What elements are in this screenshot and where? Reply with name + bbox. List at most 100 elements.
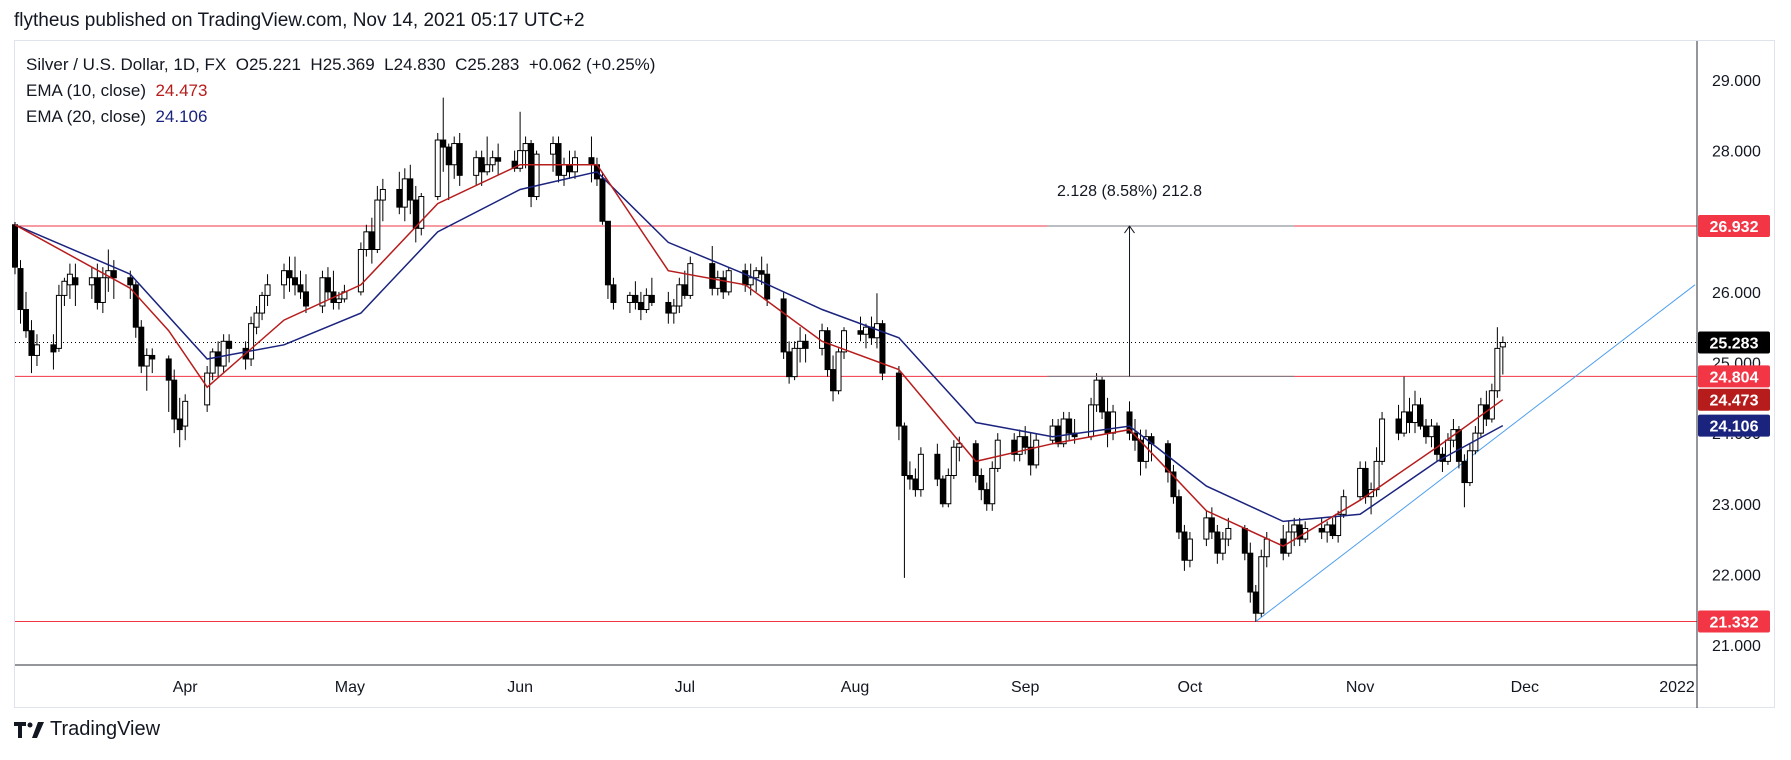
candle-down [709, 263, 716, 289]
candle-up [676, 284, 683, 307]
chart-legend: Silver / U.S. Dollar, 1D, FX O25.221 H25… [26, 52, 655, 130]
price-label-badge [1698, 365, 1770, 388]
candle-up [66, 273, 73, 286]
y-tick-label: 26.000 [1712, 285, 1761, 302]
low-label: L [384, 55, 394, 74]
candle-up [204, 372, 211, 406]
candle-up [1488, 390, 1495, 420]
candle-up [841, 330, 848, 353]
candle-down [983, 489, 990, 505]
ema20-label: EMA (20, close) [26, 107, 146, 126]
candle-up [797, 340, 804, 349]
candle-up [473, 157, 480, 176]
candle-down [758, 270, 765, 275]
candle-down [1208, 517, 1215, 533]
candle-up [335, 298, 342, 303]
candle-down [1318, 527, 1325, 533]
price-label-text: 24.473 [1710, 393, 1759, 410]
candle-down [895, 372, 902, 427]
candle-down [1433, 425, 1440, 455]
candle-down [1022, 436, 1029, 448]
candle-down [1055, 425, 1062, 445]
symbol-label: Silver / U.S. Dollar, 1D, FX [26, 55, 227, 74]
candle-up [1379, 418, 1386, 462]
ohlc-row: Silver / U.S. Dollar, 1D, FX O25.221 H25… [26, 52, 655, 78]
price-label-text: 24.106 [1710, 419, 1759, 436]
candle-up [945, 475, 952, 505]
candle-down [292, 277, 298, 286]
candle-down [906, 475, 913, 480]
candle-up [418, 196, 425, 229]
close-label: C [455, 55, 468, 74]
candle-down [1406, 411, 1413, 424]
candle-up [522, 143, 529, 152]
y-tick-label: 29.000 [1712, 73, 1761, 90]
candle-down [972, 443, 979, 476]
candle-up [61, 280, 68, 296]
candle-down [1329, 524, 1336, 537]
price-label-text: 25.283 [1710, 336, 1759, 353]
candle-down [226, 340, 233, 349]
y-tick-label: 22.000 [1712, 567, 1761, 584]
candle-down [1175, 496, 1182, 533]
price-label-text: 26.932 [1710, 219, 1759, 236]
candle-up [253, 312, 260, 328]
candle-up [55, 294, 62, 349]
candle-down [1099, 379, 1106, 413]
price-label-text: 24.804 [1710, 369, 1759, 386]
candle-up [643, 294, 650, 311]
candle-up [1258, 556, 1265, 614]
candle-up [88, 277, 95, 286]
candle-up [1477, 404, 1484, 434]
candle-up [670, 305, 677, 314]
candle-up [862, 326, 869, 335]
candle-down [215, 351, 222, 367]
candle-down [978, 475, 985, 491]
candle-down [637, 301, 644, 311]
candle-down [1252, 591, 1259, 614]
candle-up [1093, 379, 1100, 406]
ema10-line [14, 163, 1504, 547]
candle-down [632, 294, 639, 303]
price-label-badge [1698, 215, 1770, 238]
tradingview-brand[interactable]: TradingView [14, 718, 160, 741]
candle-down [149, 354, 156, 360]
candle-up [1499, 342, 1506, 348]
candle-down [780, 298, 787, 353]
y-tick-label: 28.000 [1712, 144, 1761, 161]
candle-down [1362, 467, 1369, 498]
candle-up [1225, 527, 1232, 540]
candle-up [1340, 496, 1347, 515]
candle-up [1335, 513, 1342, 537]
candle-down [599, 178, 606, 222]
candle-down [297, 284, 304, 293]
candle-up [687, 263, 694, 296]
candle-up [484, 164, 491, 173]
candle-up [1401, 411, 1408, 434]
brand-label: TradingView [50, 718, 161, 740]
candle-down [396, 188, 403, 208]
candle-down [302, 291, 309, 307]
candle-down [28, 330, 35, 356]
x-tick-label: 2022 [1659, 679, 1695, 696]
candle-up [1219, 538, 1226, 554]
candle-down [440, 139, 447, 148]
x-tick-label: Apr [173, 679, 199, 696]
candle-down [934, 453, 941, 480]
candle-down [176, 418, 183, 431]
candle-up [259, 294, 266, 314]
candle-down [912, 478, 919, 491]
candle-down [528, 143, 535, 198]
candle-up [1060, 418, 1067, 445]
candle-up [209, 351, 216, 374]
candle-down [939, 478, 946, 505]
candle-down [132, 284, 139, 328]
candle-up [1203, 517, 1210, 540]
candle-up [143, 354, 150, 367]
candle-up [281, 270, 288, 286]
candle-up [434, 139, 441, 198]
candle-up [1357, 467, 1364, 498]
candle-down [824, 330, 831, 371]
candle-up [401, 178, 408, 208]
